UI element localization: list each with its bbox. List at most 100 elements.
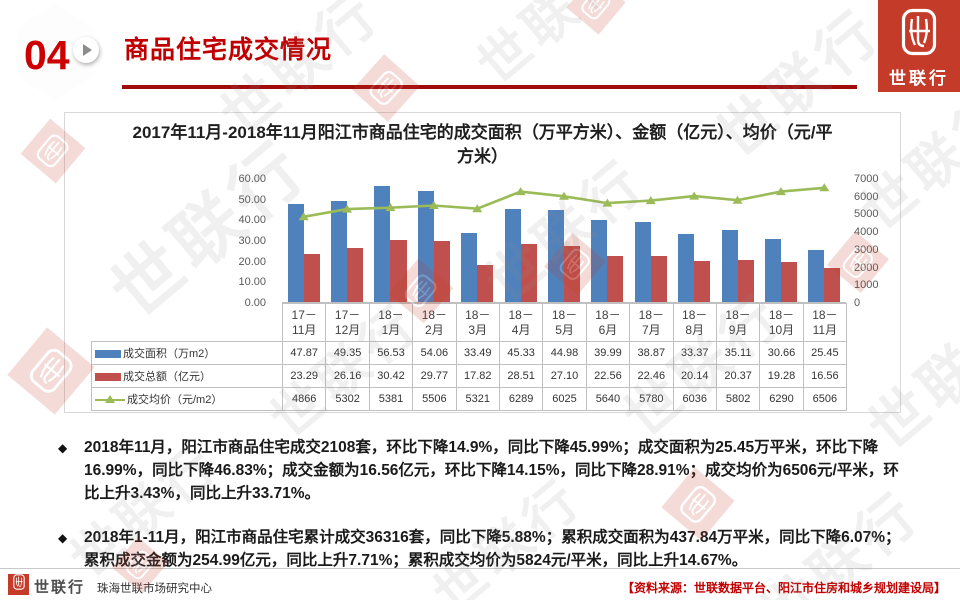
- chart-container: 2017年11月-2018年11月阳江市商品住宅的成交面积（万平方米）、金额（亿…: [64, 112, 901, 413]
- legend-swatch-icon: [95, 373, 121, 382]
- table-cell: 17.82: [455, 364, 500, 388]
- bar: [303, 254, 320, 302]
- bar-group: [499, 179, 542, 302]
- table-cell: 5381: [368, 387, 414, 411]
- bar: [591, 220, 608, 302]
- right-axis-tick: 4000: [854, 226, 879, 239]
- category-label: 18－ 4月: [498, 303, 544, 342]
- table-cell: 20.14: [672, 364, 717, 388]
- right-axis-tick: 7000: [854, 173, 879, 185]
- left-axis-tick: 20.00: [238, 255, 266, 268]
- legend-entry: 成交总额（亿元）: [91, 364, 283, 388]
- table-cell: 28.51: [498, 364, 544, 388]
- right-axis-tick: 1000: [854, 279, 879, 292]
- bar: [433, 240, 450, 302]
- section-number: 04: [24, 32, 70, 78]
- table-cell: 5780: [629, 387, 674, 411]
- left-axis-tick: 50.00: [238, 193, 266, 206]
- category-row: 17－ 11月 17－ 12月 18－ 1月 18－ 2月 18－ 3月 18－ 4月 18－ 5月 18－…: [92, 303, 848, 342]
- table-cell: 49.35: [325, 341, 370, 365]
- table-cell: 27.10: [542, 364, 587, 388]
- bullet-text: 2018年11月，阳江市商品住宅成交2108套，环比下降14.9%，同比下降45…: [84, 439, 899, 502]
- bar: [564, 246, 581, 302]
- right-axis-tick: 2000: [854, 261, 879, 274]
- bar: [694, 260, 711, 302]
- category-label: 18－ 11月: [802, 303, 848, 342]
- table-cell: 5802: [715, 387, 761, 411]
- footer-brand-name: 世联行: [34, 579, 86, 596]
- table-cell: 5302: [325, 387, 370, 411]
- table-cell: 56.53: [368, 341, 414, 365]
- table-row: 成交均价（元/m2） 4866 5302 5381 5506 5321 6289 6025 56…: [91, 387, 848, 411]
- play-icon: [73, 37, 99, 63]
- left-axis-tick: 30.00: [238, 235, 266, 247]
- table-cell: 30.42: [368, 364, 414, 388]
- table-cell: 35.11: [715, 341, 761, 365]
- table-cell: 47.87: [281, 341, 327, 365]
- watermark-text: 世联行: [467, 0, 638, 96]
- table-cell: 25.45: [802, 341, 848, 365]
- bar-group: [369, 179, 412, 302]
- table-cell: 19.28: [759, 364, 804, 388]
- bar-group: [412, 179, 455, 302]
- category-label: 18－ 6月: [585, 303, 631, 342]
- footer-department: 珠海世联市场研究中心: [97, 583, 212, 595]
- category-label: 18－ 10月: [759, 303, 804, 342]
- bar: [504, 209, 521, 302]
- bar: [374, 186, 391, 302]
- table-cell: 33.49: [455, 341, 500, 365]
- table-cell: 22.46: [629, 364, 674, 388]
- bar: [737, 260, 754, 302]
- bar-group: [282, 179, 325, 302]
- category-label: 17－ 11月: [281, 303, 327, 342]
- footer-source: 【资料来源：世联数据平台、阳江市住房和城乡规划建设局】: [621, 581, 946, 595]
- table-cell: 5506: [412, 387, 457, 411]
- chart-title: 2017年11月-2018年11月阳江市商品住宅的成交面积（万平方米）、金额（亿…: [132, 123, 833, 167]
- bar: [678, 233, 695, 302]
- left-axis: 60.00 50.00 40.00 30.00 20.00 10.00 0.00: [196, 173, 274, 309]
- bar: [417, 191, 434, 302]
- left-axis-tick: 40.00: [238, 214, 266, 227]
- table-cell: 45.33: [498, 341, 544, 365]
- brand-logo: 世联行: [878, 0, 960, 92]
- bar: [390, 239, 407, 302]
- triangle-icon: [83, 44, 92, 56]
- bar-series: [282, 179, 846, 302]
- category-label: 18－ 3月: [455, 303, 500, 342]
- bar: [547, 209, 565, 302]
- bar: [764, 239, 781, 302]
- worldunion-emblem-icon: [901, 8, 937, 61]
- bar: [331, 200, 348, 302]
- right-axis-tick: 6000: [854, 190, 879, 203]
- footer-divider: [0, 568, 960, 569]
- bar: [634, 222, 651, 302]
- right-axis-tick: 0: [854, 297, 861, 309]
- bar: [721, 230, 738, 302]
- chart-data-table: 17－ 11月 17－ 12月 18－ 1月 18－ 2月 18－ 3月 18－ 4月 18－ 5月 18－…: [91, 303, 848, 411]
- bar: [780, 262, 798, 302]
- bar-group: [716, 179, 759, 302]
- table-cell: 29.77: [412, 364, 457, 388]
- category-label: 18－ 1月: [368, 303, 414, 342]
- legend-line-icon: [95, 395, 125, 405]
- table-cell: 16.56: [802, 364, 848, 388]
- table-cell: 54.06: [412, 341, 457, 365]
- bar-group: [325, 179, 368, 302]
- table-cell: 33.37: [672, 341, 717, 365]
- footer-brand-logo: [8, 574, 29, 595]
- right-axis-tick: 5000: [854, 208, 879, 221]
- table-row: 成交面积（万m2） 47.87 49.35 56.53 54.06 33.49 45.33 4…: [91, 341, 848, 365]
- bar: [650, 255, 667, 302]
- bar-group: [629, 179, 672, 302]
- category-label: 18－ 8月: [672, 303, 717, 342]
- bullet-item: ◆ 2018年1-11月，阳江市商品住宅累计成交36316套，同比下降5.88%…: [58, 526, 910, 572]
- table-cell: 6036: [672, 387, 717, 411]
- table-cell: 6290: [759, 387, 804, 411]
- table-cell: 6025: [542, 387, 587, 411]
- watermark-logo-icon: [566, 0, 626, 35]
- table-cell: 5321: [455, 387, 500, 411]
- bar: [347, 248, 364, 302]
- table-cell: 23.29: [281, 364, 327, 388]
- bar-group: [803, 179, 846, 302]
- category-label: 17－ 12月: [325, 303, 370, 342]
